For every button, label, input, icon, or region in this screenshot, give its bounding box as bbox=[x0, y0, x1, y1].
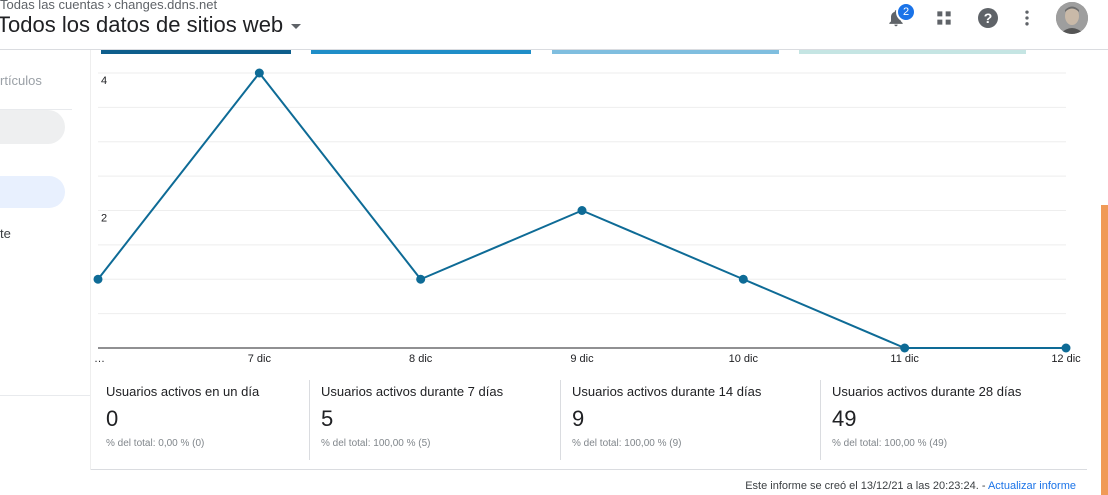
help-button[interactable]: ? bbox=[976, 6, 1000, 30]
chevron-right-icon: › bbox=[107, 0, 112, 12]
active-users-chart: 4 2 … 7 dic 8 dic 9 dic 10 dic 11 dic 12 dic bbox=[93, 68, 1081, 365]
data-point bbox=[577, 206, 587, 215]
series-7-day-bar[interactable] bbox=[311, 50, 531, 54]
metric-28-days[interactable]: Usuarios activos durante 28 días 49 % de… bbox=[820, 380, 1080, 460]
nav-item-articulos[interactable]: rtículos bbox=[0, 73, 42, 88]
x-tick-label: 11 dic bbox=[890, 353, 919, 365]
notification-badge: 2 bbox=[896, 2, 916, 22]
metric-label: Usuarios activos durante 7 días bbox=[321, 384, 504, 399]
metrics-row: Usuarios activos en un día 0 % del total… bbox=[91, 380, 1087, 470]
data-point bbox=[416, 274, 426, 284]
nav-divider-bottom bbox=[0, 395, 90, 396]
metric-14-days[interactable]: Usuarios activos durante 14 días 9 % del… bbox=[560, 380, 820, 460]
page-title: Todos los datos de sitios web bbox=[0, 12, 284, 37]
report-footer: Este informe se creó el 13/12/21 a las 2… bbox=[745, 480, 1076, 492]
active-users-card: 4 2 … 7 dic 8 dic 9 dic 10 dic 11 dic 12 dic Usu… bbox=[90, 50, 1087, 470]
x-tick-label: 9 dic bbox=[570, 353, 594, 365]
series-14-day-bar[interactable] bbox=[552, 50, 779, 54]
x-tick-label: 7 dic bbox=[248, 353, 272, 365]
y-tick-label: 2 bbox=[101, 213, 107, 225]
nav-item-selected[interactable] bbox=[0, 176, 65, 208]
series-28-day-bar[interactable] bbox=[799, 50, 1026, 54]
svg-text:?: ? bbox=[984, 10, 993, 26]
metric-percent: % del total: 0,00 % (0) bbox=[106, 438, 205, 449]
x-tick-label: 12 dic bbox=[1051, 353, 1081, 365]
scrollbar-accent[interactable] bbox=[1101, 205, 1108, 495]
data-point bbox=[900, 343, 910, 353]
x-tick-label: 8 dic bbox=[409, 353, 433, 365]
metric-1-day[interactable]: Usuarios activos en un día 0 % del total… bbox=[106, 380, 309, 460]
x-tick-label: 10 dic bbox=[729, 353, 759, 365]
breadcrumb-property[interactable]: changes.ddns.net bbox=[114, 0, 218, 12]
metric-value: 9 bbox=[572, 406, 585, 431]
refresh-report-link[interactable]: Actualizar informe bbox=[987, 480, 1076, 492]
metric-percent: % del total: 100,00 % (5) bbox=[321, 438, 431, 449]
metric-7-days[interactable]: Usuarios activos durante 7 días 5 % del … bbox=[309, 380, 560, 460]
metric-value: 49 bbox=[832, 406, 857, 431]
caret-down-icon bbox=[291, 23, 302, 29]
metric-percent: % del total: 100,00 % (9) bbox=[572, 438, 682, 449]
x-tick-label: … bbox=[94, 353, 105, 365]
report-timestamp: Este informe se creó el 13/12/21 a las 2… bbox=[745, 480, 986, 492]
more-options-button[interactable] bbox=[1015, 6, 1039, 30]
breadcrumb: Todas las cuentas › changes.ddns.net bbox=[0, 0, 217, 12]
data-point bbox=[254, 68, 264, 78]
y-tick-label: 4 bbox=[101, 75, 107, 87]
help-icon: ? bbox=[978, 8, 998, 28]
series-1-day-bar[interactable] bbox=[101, 50, 291, 54]
metric-label: Usuarios activos en un día bbox=[106, 384, 260, 399]
property-selector[interactable]: Todos los datos de sitios web bbox=[0, 12, 302, 38]
nav-item-te[interactable]: te bbox=[0, 226, 11, 241]
nav-divider bbox=[0, 109, 72, 110]
breadcrumb-account[interactable]: Todas las cuentas bbox=[0, 0, 105, 12]
metric-value: 5 bbox=[321, 406, 334, 431]
top-header: Todas las cuentas › changes.ddns.net Todos… bbox=[0, 0, 1108, 50]
metric-value: 0 bbox=[106, 406, 119, 431]
apps-icon bbox=[937, 11, 951, 25]
metric-percent: % del total: 100,00 % (49) bbox=[832, 438, 948, 449]
metric-label: Usuarios activos durante 14 días bbox=[572, 384, 762, 399]
more-vert-icon bbox=[1025, 10, 1029, 26]
account-avatar[interactable] bbox=[1056, 2, 1088, 34]
nav-item-hover[interactable] bbox=[0, 110, 65, 144]
left-navigation: rtículos te bbox=[0, 50, 90, 495]
data-point bbox=[1061, 343, 1071, 353]
metric-label: Usuarios activos durante 28 días bbox=[832, 384, 1022, 399]
data-point bbox=[93, 274, 103, 284]
apps-button[interactable] bbox=[932, 6, 956, 30]
data-point bbox=[738, 274, 748, 284]
user-photo-icon bbox=[1056, 2, 1088, 34]
